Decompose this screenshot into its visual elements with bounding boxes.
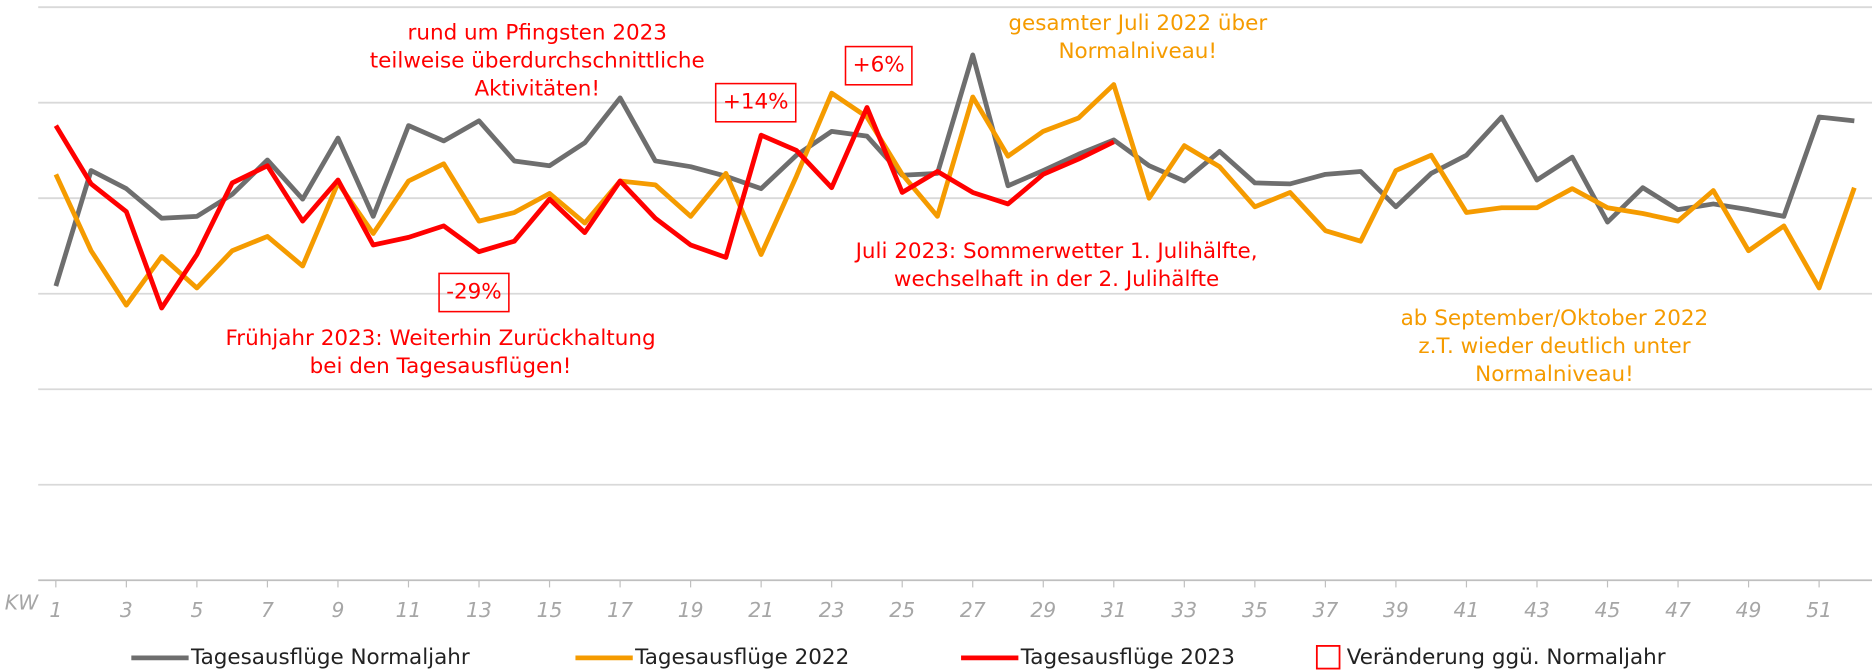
annotation: Normalniveau!	[1058, 39, 1217, 64]
x-tick-label: 51	[1806, 598, 1832, 622]
annotation: z.T. wieder deutlich unter	[1418, 334, 1690, 359]
annotation: ab September/Oktober 2022	[1401, 306, 1709, 331]
x-tick-label: 47	[1665, 598, 1691, 622]
x-tick-label: 21	[748, 598, 774, 622]
change-label: +14%	[723, 90, 789, 115]
change-label: +6%	[853, 53, 905, 78]
x-tick-label: 3	[120, 598, 133, 622]
annotation: Frühjahr 2023: Weiterhin Zurückhaltung	[225, 326, 655, 351]
annotation: wechselhaft in der 2. Julihälfte	[894, 267, 1219, 292]
x-tick-label: 5	[190, 598, 203, 622]
change-box	[438, 272, 510, 313]
annotation: Aktivitäten!	[474, 77, 600, 102]
annotation: Juli 2023: Sommerwetter 1. Julihälfte,	[854, 239, 1258, 264]
x-tick-label: 13	[466, 598, 492, 622]
x-tick-label: 25	[889, 598, 915, 622]
x-tick-label: 41	[1454, 598, 1480, 622]
x-tick-label: 37	[1312, 598, 1338, 622]
annotation: bei den Tagesausflügen!	[310, 354, 572, 379]
annotation: teilweise überdurchschnittliche	[370, 49, 705, 74]
x-tick-label: 17	[607, 598, 633, 622]
x-tick-label: 39	[1383, 598, 1409, 622]
change-label: -29%	[446, 280, 501, 305]
x-tick-label: 19	[678, 598, 704, 622]
x-tick-label: 7	[261, 598, 274, 622]
x-tick-label: 45	[1595, 598, 1621, 622]
x-tick-label: 23	[819, 598, 845, 622]
x-tick-label: 33	[1171, 598, 1197, 622]
legend-label: Veränderung ggü. Normaljahr	[1347, 645, 1666, 670]
x-tick-label: 15	[537, 598, 563, 622]
legend-swatch	[1315, 645, 1341, 670]
annotation: gesamter Juli 2022 über	[1008, 11, 1267, 36]
x-axis-label: KW	[5, 591, 39, 615]
legend-label: Tagesausflüge Normaljahr	[190, 645, 470, 670]
x-tick-label: 43	[1524, 598, 1550, 622]
x-tick-label: 49	[1736, 598, 1762, 622]
annotation: Normalniveau!	[1475, 362, 1634, 387]
legend-label: Tagesausflüge 2022	[634, 645, 849, 670]
x-tick-label: 27	[960, 598, 986, 622]
series-line	[53, 105, 1115, 311]
x-tick-label: 1	[49, 598, 62, 622]
legend-label: Tagesausflüge 2023	[1020, 645, 1235, 670]
change-box	[714, 82, 797, 123]
series-line	[53, 52, 1855, 287]
change-box	[844, 45, 913, 86]
x-tick-label: 9	[332, 598, 345, 622]
x-tick-label: 35	[1242, 598, 1268, 622]
x-tick-label: 31	[1101, 598, 1127, 622]
x-tick-label: 11	[396, 598, 422, 622]
x-tick-label: 29	[1030, 598, 1056, 622]
annotation: rund um Pfingsten 2023	[408, 20, 667, 45]
